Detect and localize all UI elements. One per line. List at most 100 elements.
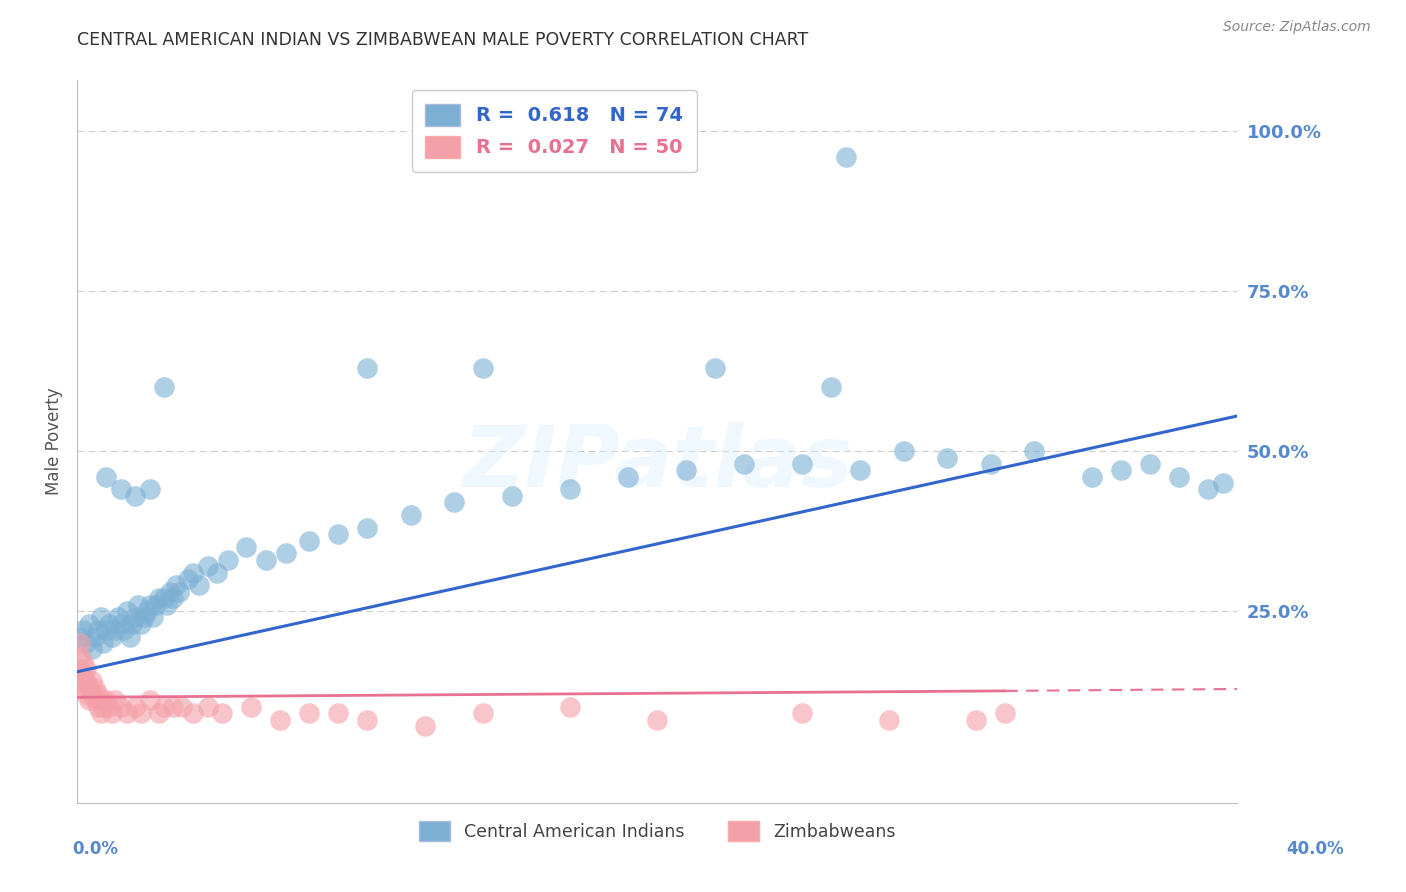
Point [274,546,298,560]
Point [72,681,94,695]
Text: ZIPatlas: ZIPatlas [463,422,852,505]
Point [69,636,91,650]
Point [80,642,103,657]
Point [197,559,219,574]
Point [254,553,277,567]
Point [936,450,959,465]
Point [269,713,291,727]
Point [704,361,727,376]
Point [93,636,115,650]
Point [77,616,100,631]
Y-axis label: Male Poverty: Male Poverty [45,388,63,495]
Point [127,598,149,612]
Point [118,630,141,644]
Point [110,699,132,714]
Point [75,636,97,650]
Point [104,623,127,637]
Point [849,463,872,477]
Point [235,540,257,554]
Point [159,584,181,599]
Point [132,610,155,624]
Point [205,566,228,580]
Point [69,661,91,675]
Point [877,713,901,727]
Point [124,489,146,503]
Point [75,661,97,675]
Point [167,584,190,599]
Point [148,591,170,606]
Point [162,699,184,714]
Point [69,648,91,663]
Point [69,674,91,689]
Point [77,693,100,707]
Point [148,706,170,721]
Text: 0.0%: 0.0% [73,840,118,858]
Text: 40.0%: 40.0% [1286,840,1343,858]
Point [98,699,121,714]
Point [893,444,915,458]
Point [1168,469,1191,483]
Point [115,706,138,721]
Point [104,693,127,707]
Point [80,674,103,689]
Point [110,616,132,631]
Point [820,380,842,394]
Point [298,706,321,721]
Point [183,566,205,580]
Point [86,687,108,701]
Point [124,699,146,714]
Point [413,719,436,733]
Point [443,495,465,509]
Point [129,706,152,721]
Point [112,623,135,637]
Point [90,706,111,721]
Point [183,706,205,721]
Point [110,483,132,497]
Point [75,674,97,689]
Point [77,681,100,695]
Point [176,572,198,586]
Point [298,533,321,548]
Point [356,521,378,535]
Point [145,598,167,612]
Point [139,693,162,707]
Point [792,706,814,721]
Point [72,655,94,669]
Point [101,706,124,721]
Point [472,706,495,721]
Point [501,489,523,503]
Point [1139,457,1161,471]
Point [83,681,105,695]
Point [80,687,103,701]
Point [69,630,91,644]
Point [98,616,121,631]
Point [139,483,162,497]
Point [165,578,187,592]
Point [93,699,115,714]
Point [83,693,105,707]
Point [96,623,118,637]
Point [124,610,146,624]
Point [560,699,582,714]
Point [217,553,239,567]
Point [240,699,263,714]
Point [197,699,219,714]
Text: Source: ZipAtlas.com: Source: ZipAtlas.com [1223,20,1371,34]
Point [356,713,378,727]
Point [560,483,582,497]
Point [139,598,162,612]
Point [96,469,118,483]
Point [617,469,640,483]
Point [472,361,495,376]
Point [153,380,176,394]
Point [1111,463,1133,477]
Point [399,508,422,522]
Point [101,630,124,644]
Point [156,598,179,612]
Point [675,463,697,477]
Point [994,706,1017,721]
Point [129,616,152,631]
Point [121,616,143,631]
Point [142,610,165,624]
Point [1081,469,1104,483]
